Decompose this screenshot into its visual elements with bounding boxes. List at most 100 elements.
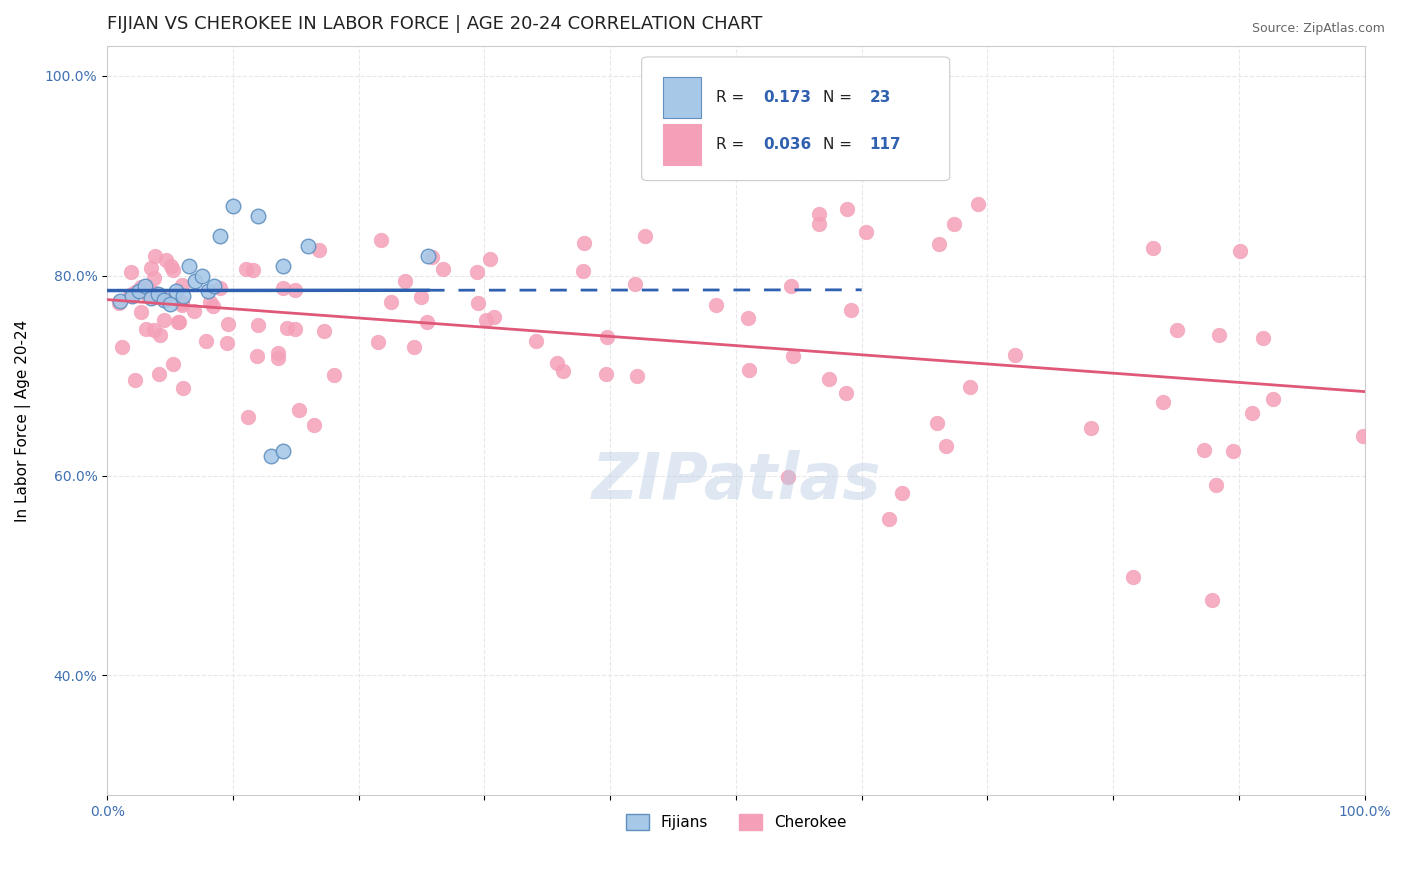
Point: [1351, 429, 1374, 443]
Text: N =: N =: [823, 136, 856, 152]
Point: [159, 296, 181, 310]
Point: [482, 310, 505, 325]
Point: [1080, 421, 1102, 435]
Point: [546, 356, 568, 370]
Point: [172, 298, 194, 312]
Point: [1241, 406, 1264, 420]
Point: [135, 322, 157, 336]
Point: [128, 284, 150, 298]
Point: [808, 217, 831, 231]
Point: [260, 449, 283, 463]
Point: [626, 369, 648, 384]
Point: [779, 279, 801, 293]
Point: [172, 288, 194, 302]
Point: [235, 262, 257, 277]
Point: [108, 293, 131, 308]
Point: [183, 304, 205, 318]
Point: [139, 286, 162, 301]
Point: [839, 303, 862, 318]
Point: [170, 278, 193, 293]
Text: N =: N =: [823, 90, 856, 105]
Text: Source: ZipAtlas.com: Source: ZipAtlas.com: [1251, 22, 1385, 36]
Text: 23: 23: [869, 90, 890, 105]
Text: R =: R =: [716, 136, 749, 152]
Point: [129, 280, 152, 294]
Point: [266, 351, 288, 365]
Point: [134, 278, 156, 293]
Point: [367, 334, 389, 349]
Point: [1201, 592, 1223, 607]
Point: [835, 386, 858, 401]
Point: [314, 324, 336, 338]
Point: [190, 268, 212, 283]
Point: [467, 265, 489, 279]
Point: [247, 209, 270, 223]
Point: [524, 334, 547, 348]
Point: [302, 417, 325, 432]
Point: [704, 298, 727, 312]
Point: [284, 284, 307, 298]
Point: [271, 259, 294, 273]
Point: [416, 315, 439, 329]
Point: [308, 244, 330, 258]
Point: [172, 381, 194, 395]
FancyBboxPatch shape: [641, 57, 949, 180]
Point: [124, 373, 146, 387]
Point: [737, 363, 759, 377]
Point: [197, 284, 219, 298]
Point: [416, 249, 439, 263]
Text: 0.036: 0.036: [763, 136, 811, 152]
Point: [132, 280, 155, 294]
Point: [149, 327, 172, 342]
Point: [217, 318, 239, 332]
Text: 117: 117: [869, 136, 901, 152]
Point: [432, 262, 454, 277]
Point: [242, 263, 264, 277]
Point: [141, 291, 163, 305]
Point: [108, 296, 131, 310]
Point: [121, 288, 143, 302]
Point: [246, 349, 269, 363]
Point: [142, 290, 165, 304]
Point: [596, 330, 619, 344]
Point: [142, 285, 165, 299]
Point: [217, 336, 239, 351]
Point: [246, 318, 269, 333]
Point: [572, 236, 595, 251]
Point: [167, 315, 190, 329]
Point: [1166, 323, 1188, 337]
Text: ZIPatlas: ZIPatlas: [591, 450, 880, 511]
Point: [170, 296, 193, 310]
Y-axis label: In Labor Force | Age 20-24: In Labor Force | Age 20-24: [15, 319, 31, 522]
Point: [177, 259, 200, 273]
Point: [202, 299, 225, 313]
Point: [170, 295, 193, 310]
Point: [595, 368, 617, 382]
Point: [1152, 395, 1174, 409]
Point: [394, 274, 416, 288]
Point: [776, 469, 799, 483]
Text: 0.173: 0.173: [763, 90, 811, 105]
Point: [195, 334, 218, 349]
Point: [478, 252, 501, 266]
Point: [148, 367, 170, 381]
Point: [297, 238, 319, 252]
Point: [1263, 392, 1285, 406]
FancyBboxPatch shape: [664, 124, 700, 165]
Point: [208, 281, 231, 295]
Point: [271, 443, 294, 458]
Point: [129, 305, 152, 319]
Point: [1208, 327, 1230, 342]
Point: [370, 234, 392, 248]
Point: [808, 207, 831, 221]
Point: [404, 340, 426, 354]
Point: [420, 250, 443, 264]
Point: [624, 277, 647, 292]
Point: [284, 322, 307, 336]
Point: [879, 512, 901, 526]
Point: [1205, 477, 1227, 491]
Text: R =: R =: [716, 90, 749, 105]
Point: [935, 439, 957, 453]
Point: [855, 225, 877, 239]
Point: [928, 237, 950, 252]
